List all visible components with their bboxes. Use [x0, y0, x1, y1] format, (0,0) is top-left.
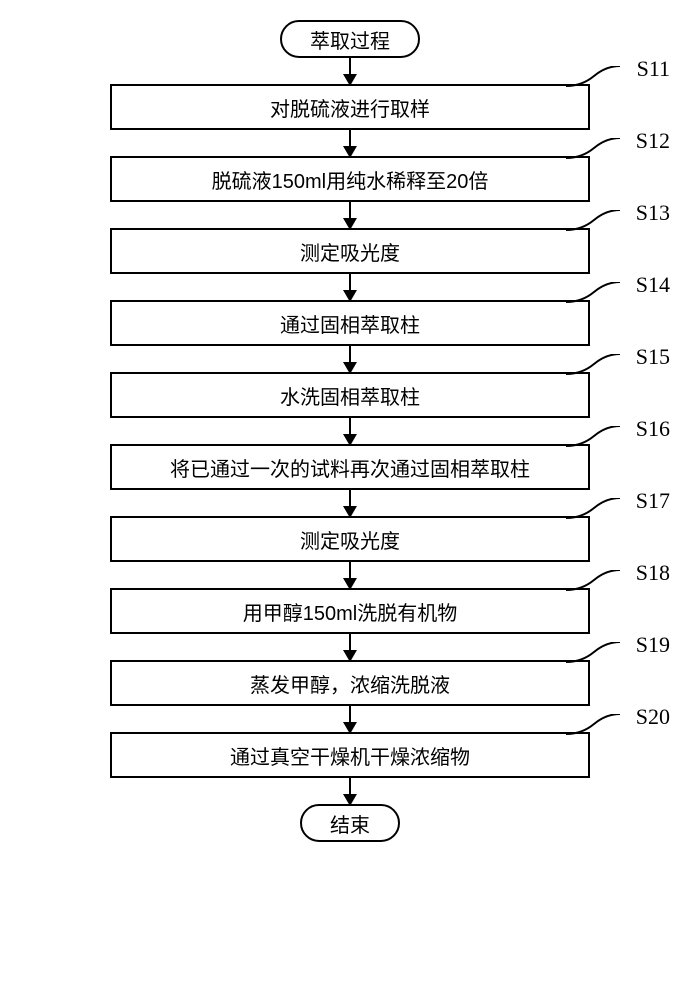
callout-line	[564, 642, 620, 662]
step-id-label: S11	[637, 56, 670, 82]
step-wrap: S12脱硫液150ml用纯水稀释至20倍	[70, 156, 630, 202]
step-wrap: S14通过固相萃取柱	[70, 300, 630, 346]
process-box: 测定吸光度	[110, 228, 590, 274]
callout-line	[564, 498, 620, 518]
step-wrap: S11对脱硫液进行取样	[70, 84, 630, 130]
callout-line	[564, 426, 620, 446]
step-id-label: S13	[636, 200, 670, 226]
step-id-label: S19	[636, 632, 670, 658]
process-box: 脱硫液150ml用纯水稀释至20倍	[110, 156, 590, 202]
step-id-label: S14	[636, 272, 670, 298]
process-text: 将已通过一次的试料再次通过固相萃取柱	[170, 453, 530, 482]
arrow	[349, 418, 351, 444]
process-box: 对脱硫液进行取样	[110, 84, 590, 130]
process-box: 水洗固相萃取柱	[110, 372, 590, 418]
callout-line	[564, 570, 620, 590]
process-text: 测定吸光度	[300, 525, 400, 554]
callout-line	[564, 138, 620, 158]
arrow	[349, 706, 351, 732]
arrow	[349, 130, 351, 156]
step-wrap: S13测定吸光度	[70, 228, 630, 274]
step-id-label: S16	[636, 416, 670, 442]
arrow	[349, 202, 351, 228]
step-id-label: S18	[636, 560, 670, 586]
start-terminal: 萃取过程	[280, 20, 420, 58]
callout-line	[564, 282, 620, 302]
process-box: 通过真空干燥机干燥浓缩物	[110, 732, 590, 778]
step-wrap: S15水洗固相萃取柱	[70, 372, 630, 418]
callout-line	[564, 354, 620, 374]
callout-line	[564, 210, 620, 230]
start-label: 萃取过程	[310, 25, 390, 54]
arrow	[349, 562, 351, 588]
arrow	[349, 346, 351, 372]
flowchart-container: 萃取过程 S11对脱硫液进行取样 S12脱硫液150ml用纯水稀释至20倍 S13测…	[70, 20, 630, 842]
arrow	[349, 274, 351, 300]
process-text: 测定吸光度	[300, 237, 400, 266]
end-label: 结束	[330, 809, 370, 838]
step-id-label: S12	[636, 128, 670, 154]
process-box: 用甲醇150ml洗脱有机物	[110, 588, 590, 634]
process-text: 通过固相萃取柱	[280, 309, 420, 338]
step-wrap: S19蒸发甲醇，浓缩洗脱液	[70, 660, 630, 706]
step-wrap: S18用甲醇150ml洗脱有机物	[70, 588, 630, 634]
arrow	[349, 778, 351, 804]
process-text: 用甲醇150ml洗脱有机物	[243, 597, 457, 626]
process-box: 蒸发甲醇，浓缩洗脱液	[110, 660, 590, 706]
process-text: 蒸发甲醇，浓缩洗脱液	[250, 669, 450, 698]
callout-line	[564, 714, 620, 734]
arrow	[349, 490, 351, 516]
process-box: 通过固相萃取柱	[110, 300, 590, 346]
step-id-label: S15	[636, 344, 670, 370]
step-wrap: S20通过真空干燥机干燥浓缩物	[70, 732, 630, 778]
process-text: 通过真空干燥机干燥浓缩物	[230, 741, 470, 770]
arrow	[349, 58, 351, 84]
process-text: 水洗固相萃取柱	[280, 381, 420, 410]
step-id-label: S20	[636, 704, 670, 730]
process-text: 脱硫液150ml用纯水稀释至20倍	[212, 165, 489, 194]
step-wrap: S16将已通过一次的试料再次通过固相萃取柱	[70, 444, 630, 490]
step-id-label: S17	[636, 488, 670, 514]
process-box: 测定吸光度	[110, 516, 590, 562]
callout-line	[564, 66, 620, 86]
end-terminal: 结束	[300, 804, 400, 842]
process-text: 对脱硫液进行取样	[270, 93, 430, 122]
process-box: 将已通过一次的试料再次通过固相萃取柱	[110, 444, 590, 490]
arrow	[349, 634, 351, 660]
step-wrap: S17测定吸光度	[70, 516, 630, 562]
